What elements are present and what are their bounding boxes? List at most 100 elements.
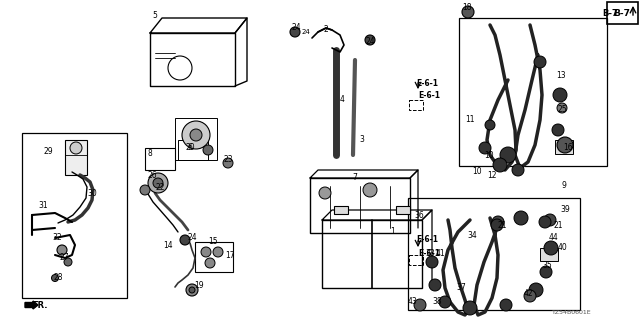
Text: 8: 8 <box>148 148 153 157</box>
Text: 7: 7 <box>352 173 357 182</box>
Bar <box>409 255 423 265</box>
Bar <box>22 133 127 298</box>
Circle shape <box>189 287 195 293</box>
Circle shape <box>539 216 551 228</box>
Text: 21: 21 <box>554 220 563 229</box>
Circle shape <box>540 266 552 278</box>
Circle shape <box>363 183 377 197</box>
Text: 38: 38 <box>432 298 442 307</box>
Text: 1: 1 <box>390 228 395 236</box>
Circle shape <box>485 120 495 130</box>
Circle shape <box>223 158 233 168</box>
Circle shape <box>512 164 524 176</box>
Circle shape <box>203 145 213 155</box>
Text: 43: 43 <box>408 298 418 307</box>
Circle shape <box>64 258 72 266</box>
Circle shape <box>544 241 558 255</box>
Bar <box>408 198 580 310</box>
Circle shape <box>491 219 503 231</box>
Text: 20: 20 <box>185 143 195 153</box>
Bar <box>540 248 558 261</box>
Text: 24: 24 <box>292 23 301 33</box>
Text: 18: 18 <box>462 4 472 12</box>
Circle shape <box>439 296 451 308</box>
Circle shape <box>479 142 491 154</box>
Text: 13: 13 <box>556 70 566 79</box>
Text: 31: 31 <box>38 201 47 210</box>
Bar <box>334 206 348 214</box>
Bar <box>459 18 607 166</box>
Text: 44: 44 <box>549 234 559 243</box>
Circle shape <box>201 247 211 257</box>
Bar <box>409 100 423 110</box>
Circle shape <box>57 245 67 255</box>
Text: 22: 22 <box>155 183 164 193</box>
Text: 24: 24 <box>302 29 311 35</box>
Text: 34: 34 <box>467 230 477 239</box>
Circle shape <box>553 88 567 102</box>
Text: 37: 37 <box>456 284 466 292</box>
Text: FR.: FR. <box>32 300 47 309</box>
Text: 15: 15 <box>208 237 218 246</box>
Bar <box>65 140 87 175</box>
Circle shape <box>514 211 528 225</box>
Text: 16: 16 <box>563 143 573 153</box>
Bar <box>555 140 573 154</box>
Circle shape <box>148 173 168 193</box>
Text: 2: 2 <box>323 26 328 35</box>
Text: 11: 11 <box>465 116 474 124</box>
Text: 26: 26 <box>148 171 157 180</box>
Circle shape <box>186 284 198 296</box>
Circle shape <box>557 103 567 113</box>
Circle shape <box>290 27 300 37</box>
Bar <box>310 178 410 233</box>
Text: 40: 40 <box>558 244 568 252</box>
Circle shape <box>500 299 512 311</box>
Text: 24: 24 <box>187 234 196 243</box>
Text: 10: 10 <box>484 151 493 161</box>
Text: 3: 3 <box>359 135 364 145</box>
Text: 5: 5 <box>152 11 157 20</box>
Text: E-6-1: E-6-1 <box>418 249 440 258</box>
Circle shape <box>492 216 504 228</box>
Text: 33: 33 <box>425 249 435 258</box>
Circle shape <box>524 290 536 302</box>
Text: B-7: B-7 <box>602 9 618 18</box>
Text: 41: 41 <box>436 249 445 258</box>
Text: TZ54B0601E: TZ54B0601E <box>552 309 591 315</box>
Circle shape <box>426 256 438 268</box>
Text: 17: 17 <box>225 251 235 260</box>
Circle shape <box>140 185 150 195</box>
Text: E-6-1: E-6-1 <box>416 78 438 87</box>
Circle shape <box>319 187 331 199</box>
FancyArrow shape <box>25 301 38 309</box>
Circle shape <box>205 258 215 268</box>
Text: B-7: B-7 <box>614 9 630 18</box>
Circle shape <box>493 158 507 172</box>
Text: 25: 25 <box>558 106 568 115</box>
Circle shape <box>70 142 82 154</box>
Text: 39: 39 <box>560 205 570 214</box>
Bar <box>175 118 217 160</box>
Text: 4: 4 <box>340 95 345 105</box>
Text: 32: 32 <box>52 233 61 242</box>
Text: E-6-1: E-6-1 <box>416 236 438 244</box>
Bar <box>145 148 175 170</box>
Text: 21: 21 <box>497 220 506 229</box>
Circle shape <box>365 35 375 45</box>
Text: 12: 12 <box>487 171 497 180</box>
Circle shape <box>182 121 210 149</box>
Text: E-6-1: E-6-1 <box>418 91 440 100</box>
Text: 29: 29 <box>43 148 52 156</box>
Circle shape <box>529 283 543 297</box>
Circle shape <box>414 299 426 311</box>
Circle shape <box>190 129 202 141</box>
Text: 24: 24 <box>365 37 374 46</box>
Text: 35: 35 <box>542 260 552 269</box>
Bar <box>195 242 233 272</box>
Circle shape <box>180 235 190 245</box>
Circle shape <box>153 178 163 188</box>
Bar <box>607 2 638 24</box>
Text: 19: 19 <box>194 281 204 290</box>
Text: 9: 9 <box>562 180 567 189</box>
